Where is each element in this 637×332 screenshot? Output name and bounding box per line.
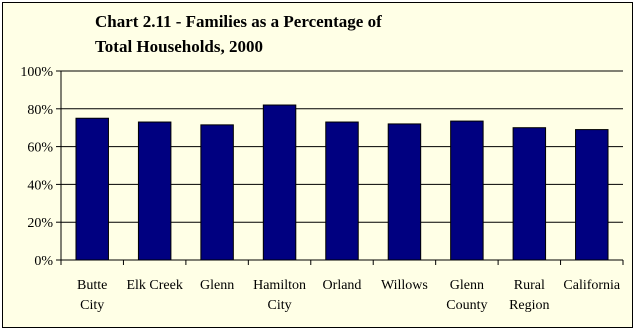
bar <box>75 117 109 261</box>
chart-title-line-2: Total Households, 2000 <box>95 37 263 56</box>
y-tick-label: 60% <box>27 141 53 156</box>
y-tick-label: 40% <box>27 178 53 193</box>
x-category-label: Orland <box>323 278 362 293</box>
x-category-label: Rural <box>514 278 545 293</box>
bar <box>200 124 234 261</box>
x-category-label: Butte <box>77 278 107 293</box>
bar <box>512 127 547 261</box>
chart-title-line-1: Chart 2.11 - Families as a Percentage of <box>95 12 382 31</box>
y-tick-label: 0% <box>34 254 53 269</box>
chart-svg: Chart 2.11 - Families as a Percentage of… <box>20 12 624 313</box>
x-category-label: California <box>563 278 621 293</box>
bar <box>387 123 422 261</box>
bar <box>262 104 297 261</box>
bar <box>450 120 484 261</box>
y-axis-tick-labels: 0% 20% 40% 60% 80% 100% <box>20 65 61 269</box>
x-category-label: Region <box>509 298 549 313</box>
x-category-label: County <box>446 298 487 313</box>
y-tick-label: 80% <box>27 103 53 118</box>
axes <box>60 71 624 265</box>
x-category-label: City <box>267 298 291 313</box>
y-tick-label: 20% <box>27 216 53 231</box>
bar <box>137 121 172 261</box>
x-category-label: Hamilton <box>253 278 306 293</box>
bars <box>75 104 609 261</box>
bar <box>575 129 609 261</box>
x-category-label: Elk Creek <box>126 278 182 293</box>
x-axis-category-labels: Butte City Elk Creek Glenn Hamilton City Orlan… <box>77 278 621 313</box>
x-category-label: City <box>80 298 104 313</box>
chart-frame: Chart 2.11 - Families as a Percentage of… <box>2 2 633 328</box>
x-category-label: Willows <box>381 278 428 293</box>
y-tick-label: 100% <box>20 65 53 80</box>
x-category-label: Glenn <box>450 278 484 293</box>
x-category-label: Glenn <box>200 278 234 293</box>
bar <box>325 121 359 261</box>
